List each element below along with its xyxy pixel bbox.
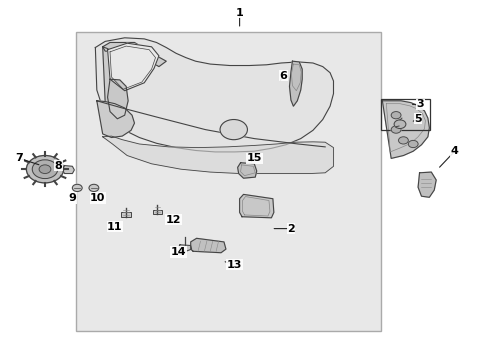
Text: 3: 3 [416, 99, 424, 109]
Text: 6: 6 [279, 71, 287, 81]
Circle shape [26, 156, 63, 183]
Polygon shape [102, 136, 333, 174]
Text: 4: 4 [450, 146, 458, 156]
Text: 15: 15 [246, 153, 262, 163]
Circle shape [407, 140, 417, 148]
Polygon shape [97, 101, 134, 138]
Circle shape [32, 160, 58, 179]
Polygon shape [382, 101, 428, 158]
Polygon shape [95, 38, 333, 152]
Polygon shape [237, 163, 256, 178]
Bar [121, 212, 131, 217]
Polygon shape [417, 172, 435, 197]
Polygon shape [179, 245, 191, 251]
Text: 2: 2 [286, 224, 294, 234]
Circle shape [89, 184, 99, 192]
Polygon shape [289, 61, 302, 106]
Polygon shape [107, 43, 159, 91]
Text: 8: 8 [55, 161, 62, 171]
Text: 13: 13 [226, 260, 242, 270]
Polygon shape [190, 238, 225, 253]
Text: 10: 10 [90, 193, 105, 203]
Polygon shape [102, 47, 122, 115]
Circle shape [390, 112, 400, 119]
Polygon shape [62, 166, 74, 174]
Polygon shape [107, 79, 128, 119]
Text: 9: 9 [68, 193, 76, 203]
Circle shape [72, 184, 82, 192]
Circle shape [393, 120, 405, 129]
Text: 12: 12 [165, 215, 181, 225]
Polygon shape [102, 42, 166, 67]
Circle shape [398, 137, 407, 144]
Text: 5: 5 [413, 114, 421, 124]
Circle shape [220, 120, 247, 140]
Bar [381, 99, 429, 130]
Polygon shape [239, 194, 273, 218]
Text: 14: 14 [170, 247, 186, 257]
Bar [76, 32, 381, 331]
Text: 7: 7 [16, 153, 23, 163]
Circle shape [39, 165, 51, 174]
Circle shape [390, 126, 400, 133]
Text: 11: 11 [107, 222, 122, 232]
Text: 1: 1 [235, 8, 243, 18]
Bar [152, 210, 162, 214]
